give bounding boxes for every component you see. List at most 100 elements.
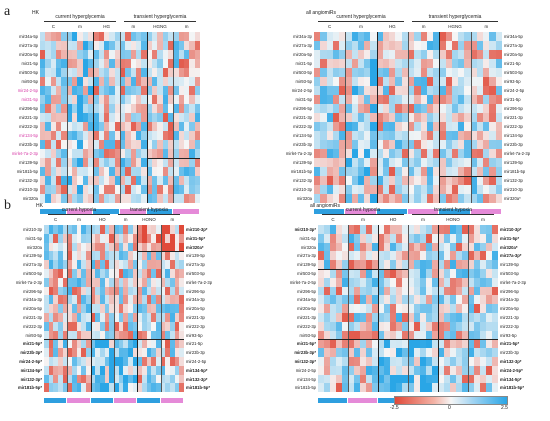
heatmap-cell [174, 330, 180, 340]
heatmap-cell [72, 59, 78, 69]
heatmap-cell [414, 68, 421, 78]
heatmap-cell [104, 233, 110, 243]
heatmap-cell [173, 158, 179, 168]
condition-label: m [484, 24, 489, 29]
heatmap-cell [72, 104, 78, 114]
heatmap-cell [66, 122, 73, 132]
sub-divider [160, 225, 162, 393]
condition-label: HGNG [153, 24, 167, 29]
heatmap-cell [492, 348, 499, 358]
heatmap-cell [458, 50, 465, 60]
heatmap-cell [402, 374, 409, 384]
heatmap-cell [389, 194, 396, 204]
heatmap-cell [330, 225, 337, 235]
heatmap-cell [345, 113, 352, 123]
heatmap-cell [336, 357, 343, 367]
heatmap-cell [432, 304, 439, 314]
heatmap-cell [179, 277, 185, 287]
heatmap-cell [165, 233, 171, 243]
heatmap-cell [314, 41, 321, 51]
heatmap-cell [173, 131, 179, 141]
heatmap-cell [420, 185, 428, 195]
heatmap-cell [439, 68, 446, 78]
heatmap-cell [45, 32, 51, 42]
heatmap-cell [370, 41, 377, 51]
heatmap-cell [414, 260, 421, 270]
row-label-right: mir31-5p* [186, 235, 206, 241]
heatmap-cell [354, 321, 361, 331]
heatmap-cell [451, 86, 459, 96]
heatmap-cell [320, 50, 327, 60]
heatmap-cell [476, 41, 484, 51]
heatmap-cell [378, 269, 385, 279]
heatmap-cell [157, 185, 163, 195]
heatmap-cell [104, 260, 110, 270]
heatmap-cell [170, 260, 175, 270]
heatmap-cell [474, 383, 481, 393]
heatmap-cell [88, 95, 94, 105]
heatmap-cell [109, 167, 115, 177]
heatmap-cell [146, 242, 152, 252]
heatmap-cell [98, 158, 105, 168]
heatmap-cell [128, 304, 133, 314]
heatmap-cell [66, 59, 73, 69]
heatmap-cell [474, 357, 481, 367]
heatmap-cell [462, 242, 469, 252]
heatmap-cell [370, 95, 377, 105]
heatmap-cell [118, 286, 124, 296]
condition-color-bar [318, 398, 347, 404]
heatmap-cell [53, 242, 59, 252]
heatmap-cell [372, 321, 379, 331]
heatmap-cell [372, 365, 379, 375]
heatmap-cell [81, 260, 87, 270]
heatmap-cell [339, 50, 346, 60]
heatmap-cell [450, 225, 457, 235]
heatmap-cell [408, 86, 415, 96]
row-label-right: mir221-3p [186, 314, 205, 320]
heatmap-cell [414, 185, 421, 195]
heatmap-cell [464, 104, 471, 114]
heatmap-cell [146, 194, 153, 204]
heatmap-cell [120, 113, 126, 123]
heatmap-cell [114, 295, 119, 305]
heatmap-cell [357, 176, 365, 186]
row-label-right: mir503-5p [504, 70, 523, 75]
heatmap-cell [104, 158, 110, 168]
heatmap-cell [114, 104, 121, 114]
heatmap-cell [432, 374, 439, 384]
row-label-left: mir210-3p [23, 226, 42, 232]
heatmap-cell [468, 233, 475, 243]
group-divider [137, 225, 139, 393]
heatmap-cell [438, 339, 445, 349]
heatmap-cell [433, 95, 440, 105]
heatmap-cell [178, 104, 185, 114]
heatmap-cell [90, 286, 96, 296]
heatmap-cell [44, 339, 49, 349]
heatmap-cell [137, 330, 143, 340]
heatmap-cell [114, 113, 121, 123]
heatmap-cell [480, 233, 487, 243]
heatmap-cell [492, 269, 499, 279]
heatmap-cell [48, 225, 54, 235]
condition-color-bar [470, 209, 501, 214]
heatmap-cell [184, 149, 190, 159]
heatmap-cell [98, 32, 105, 42]
heatmap-cell [109, 321, 115, 331]
heatmap-cell [53, 304, 59, 314]
heatmap-cell [445, 95, 453, 105]
heatmap-cell [81, 269, 87, 279]
heatmap-cell [389, 176, 396, 186]
heatmap-cell [146, 104, 153, 114]
heatmap-cell [414, 77, 421, 87]
heatmap-cell [433, 131, 440, 141]
heatmap-cell [360, 365, 367, 375]
condition-color-bar [408, 209, 439, 214]
row-label-left: mir222-3p [19, 124, 38, 129]
heatmap-cell [56, 185, 62, 195]
heatmap-cell [56, 176, 62, 186]
heatmap-cell [98, 167, 105, 177]
group-line [322, 214, 404, 215]
heatmap-cell [474, 286, 481, 296]
heatmap-cell [433, 77, 440, 87]
heatmap-cell [50, 32, 57, 42]
